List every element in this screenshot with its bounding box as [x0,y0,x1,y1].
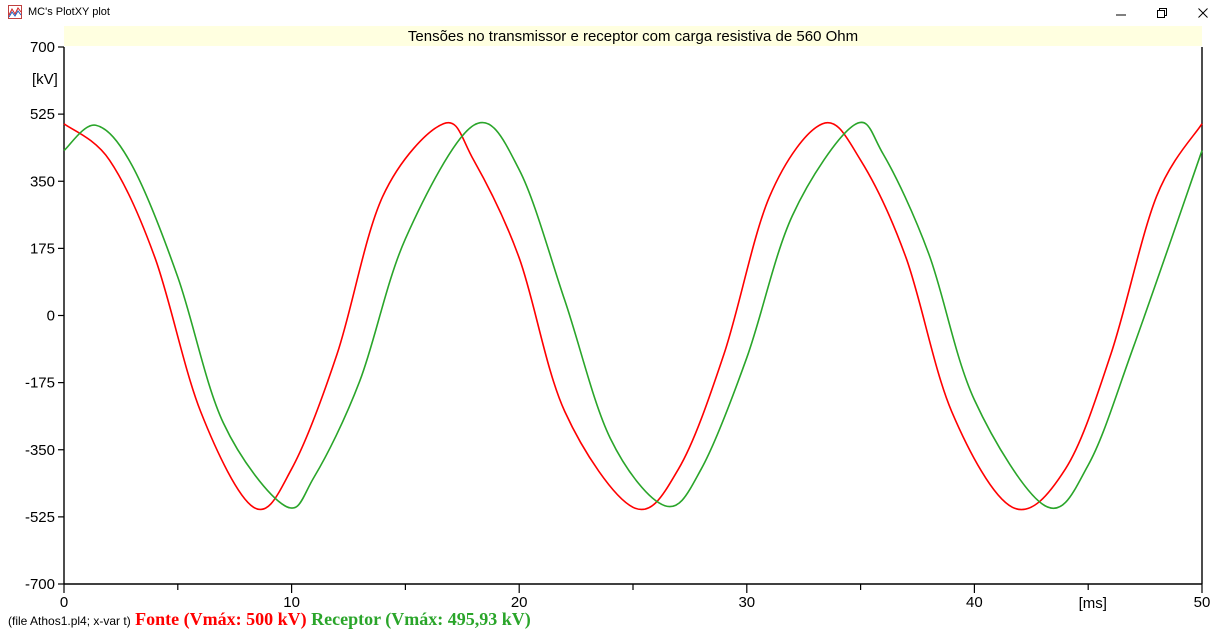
window-title: MC's PlotXY plot [28,6,110,18]
window-titlebar: MC's PlotXY plot [0,0,1224,26]
x-tick-label: 20 [511,594,528,611]
minimize-icon [1116,14,1126,16]
close-button[interactable] [1186,0,1220,26]
y-tick-label: -525 [25,509,55,526]
plotxy-app-icon [8,5,22,19]
series-group [63,121,1203,511]
legend-fonte: Fonte (Vmáx: 500 kV) [135,609,307,629]
x-tick-label: 0 [60,594,68,611]
restore-icon [1157,8,1167,18]
y-tick-label: 175 [30,240,55,257]
y-tick-label: 700 [30,39,55,56]
x-tick-label: 10 [283,594,300,611]
y-tick-label: -175 [25,375,55,392]
y-tick-label: 0 [47,308,55,325]
y-tick-label: 350 [30,173,55,190]
y-axis-label: [kV] [32,71,58,88]
x-axis-label: [ms] [1079,595,1107,612]
y-tick-label: -350 [25,442,55,459]
x-tick-label: 30 [738,594,755,611]
file-info: (file Athos1.pl4; x-var t) [8,614,131,628]
restore-button[interactable] [1145,0,1179,26]
y-tick-label: -700 [25,576,55,593]
plot-footer: (file Athos1.pl4; x-var t) Fonte (Vmáx: … [8,609,531,630]
chart-title-band [64,26,1202,46]
series-receptor-line [63,121,1203,509]
series-fonte-line [63,121,1203,511]
y-tick-label: 525 [30,106,55,123]
minimize-button[interactable] [1104,0,1138,26]
chart-title: Tensões no transmissor e receptor com ca… [408,28,858,45]
x-tick-label: 40 [966,594,983,611]
close-icon [1198,8,1208,18]
legend-receptor: Receptor (Vmáx: 495,93 kV) [311,609,531,629]
x-tick-label: 50 [1194,594,1211,611]
x-ticks: 0 10 20 30 40 50 [60,584,1211,611]
y-ticks: 700 525 350 175 0 -175 -350 -525 -700 [25,39,64,593]
